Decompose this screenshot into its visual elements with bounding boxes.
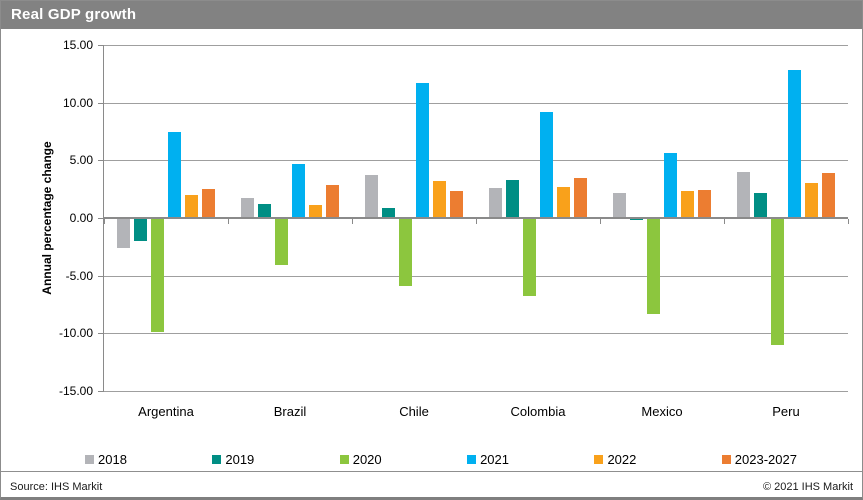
bar-argentina-2018 xyxy=(117,218,130,248)
legend-label-2021: 2021 xyxy=(480,451,509,467)
bar-argentina-2023-2027 xyxy=(202,189,215,218)
bar-colombia-2018 xyxy=(489,188,502,218)
x-category-label-colombia: Colombia xyxy=(510,404,566,419)
x-boundary-tick-3 xyxy=(476,219,477,224)
zero-axis-line xyxy=(104,217,848,219)
bar-colombia-2023-2027 xyxy=(574,177,587,218)
gridline--5-00 xyxy=(104,275,848,277)
bar-mexico-2018 xyxy=(613,192,626,218)
legend-label-2022: 2022 xyxy=(607,451,637,467)
legend-item-2023-2027: 2023-2027 xyxy=(721,451,797,467)
y-tick-label--5-00: -5.00 xyxy=(65,268,93,283)
bar-mexico-2023-2027 xyxy=(698,190,711,218)
legend-swatch-2022 xyxy=(594,454,604,464)
legend-label-2018: 2018 xyxy=(98,451,127,467)
legend-label-2020: 2020 xyxy=(352,451,382,467)
bar-peru-2023-2027 xyxy=(822,173,835,218)
gridline-15-00 xyxy=(104,45,848,46)
legend-swatch-2020 xyxy=(339,454,349,464)
y-axis-line xyxy=(103,45,104,392)
bar-mexico-2021 xyxy=(664,153,677,218)
bar-argentina-2020 xyxy=(151,218,164,333)
bar-argentina-2022 xyxy=(185,194,198,218)
y-tick-label--15-00: -15.00 xyxy=(58,384,93,398)
legend-label-2019: 2019 xyxy=(225,451,255,467)
gridline--10-00 xyxy=(104,333,848,335)
bar-mexico-2022 xyxy=(681,191,694,218)
bar-chile-2023-2027 xyxy=(450,191,463,218)
y-tick-label-5-00: 5.00 xyxy=(69,153,93,168)
x-category-label-peru: Peru xyxy=(772,404,800,419)
bar-peru-2018 xyxy=(737,171,750,218)
bar-peru-2022 xyxy=(805,183,818,218)
source-note: Source: IHS Markit xyxy=(10,481,103,493)
bar-argentina-2019 xyxy=(134,218,147,242)
bar-mexico-2019 xyxy=(630,218,643,221)
y-tick-label-15-00: 15.00 xyxy=(62,38,93,52)
y-tick-10-00 xyxy=(98,102,104,104)
legend-label-2023-2027: 2023-2027 xyxy=(734,451,797,467)
y-tick-label--10-00: -10.00 xyxy=(58,326,93,341)
bar-brazil-2019 xyxy=(258,204,271,218)
bar-colombia-2020 xyxy=(523,218,536,297)
chart-title: Real GDP growth xyxy=(11,6,137,23)
y-tick-0-00 xyxy=(98,218,104,219)
legend-swatch-2019 xyxy=(212,454,222,464)
bar-brazil-2020 xyxy=(275,218,288,266)
bar-brazil-2023-2027 xyxy=(326,184,339,218)
x-category-label-chile: Chile xyxy=(399,404,429,419)
bar-colombia-2022 xyxy=(557,186,570,218)
gridline--15-00 xyxy=(104,391,848,392)
bar-peru-2020 xyxy=(771,218,784,345)
footer-separator xyxy=(1,471,862,472)
bar-argentina-2021 xyxy=(168,131,181,218)
y-tick-5-00 xyxy=(98,160,104,162)
x-boundary-tick-6 xyxy=(848,219,849,224)
legend-item-2019: 2019 xyxy=(212,452,254,467)
x-boundary-tick-0 xyxy=(104,219,105,224)
legend-swatch-2018 xyxy=(85,454,94,464)
y-tick--15-00 xyxy=(98,391,104,392)
gridline-10-00 xyxy=(104,102,848,104)
bar-peru-2021 xyxy=(788,70,801,218)
legend: 2018 2019 2020 2021 2022 2023-2027 xyxy=(85,451,797,467)
x-category-label-mexico: Mexico xyxy=(641,404,683,419)
bar-colombia-2019 xyxy=(506,179,519,218)
y-tick-label-0-00: 0.00 xyxy=(69,211,93,225)
bar-chile-2021 xyxy=(416,83,429,218)
legend-swatch-2021 xyxy=(467,454,477,464)
bar-brazil-2018 xyxy=(241,198,254,218)
x-category-label-brazil: Brazil xyxy=(273,404,307,419)
bar-chile-2022 xyxy=(433,181,446,218)
y-tick-15-00 xyxy=(98,45,104,46)
x-boundary-tick-1 xyxy=(228,219,229,224)
bar-chile-2018 xyxy=(365,175,378,218)
gridline-5-00 xyxy=(104,160,848,162)
x-category-label-argentina: Argentina xyxy=(138,404,194,419)
bar-chile-2020 xyxy=(399,218,412,287)
y-tick--10-00 xyxy=(98,333,104,335)
bar-peru-2019 xyxy=(754,192,767,218)
legend-swatch-2023-2027 xyxy=(721,454,731,464)
bar-chile-2019 xyxy=(382,207,395,218)
copyright-note: © 2021 IHS Markit xyxy=(762,481,853,493)
bar-colombia-2021 xyxy=(540,111,553,218)
bar-mexico-2020 xyxy=(647,218,660,314)
x-boundary-tick-5 xyxy=(724,219,725,224)
bar-brazil-2022 xyxy=(309,205,322,218)
y-tick-label-10-00: 10.00 xyxy=(62,95,93,110)
footer: Source: IHS Markit © 2021 IHS Markit xyxy=(10,481,853,493)
chart-title-bar: Real GDP growth xyxy=(1,1,862,29)
legend-item-2022: 2022 xyxy=(594,452,636,467)
y-tick--5-00 xyxy=(98,275,104,277)
legend-item-2021: 2021 xyxy=(467,452,509,467)
legend-item-2018: 2018 xyxy=(85,452,127,467)
legend-item-2020: 2020 xyxy=(339,451,382,467)
x-boundary-tick-2 xyxy=(352,219,353,224)
x-boundary-tick-4 xyxy=(600,219,601,224)
bar-brazil-2021 xyxy=(292,163,305,218)
